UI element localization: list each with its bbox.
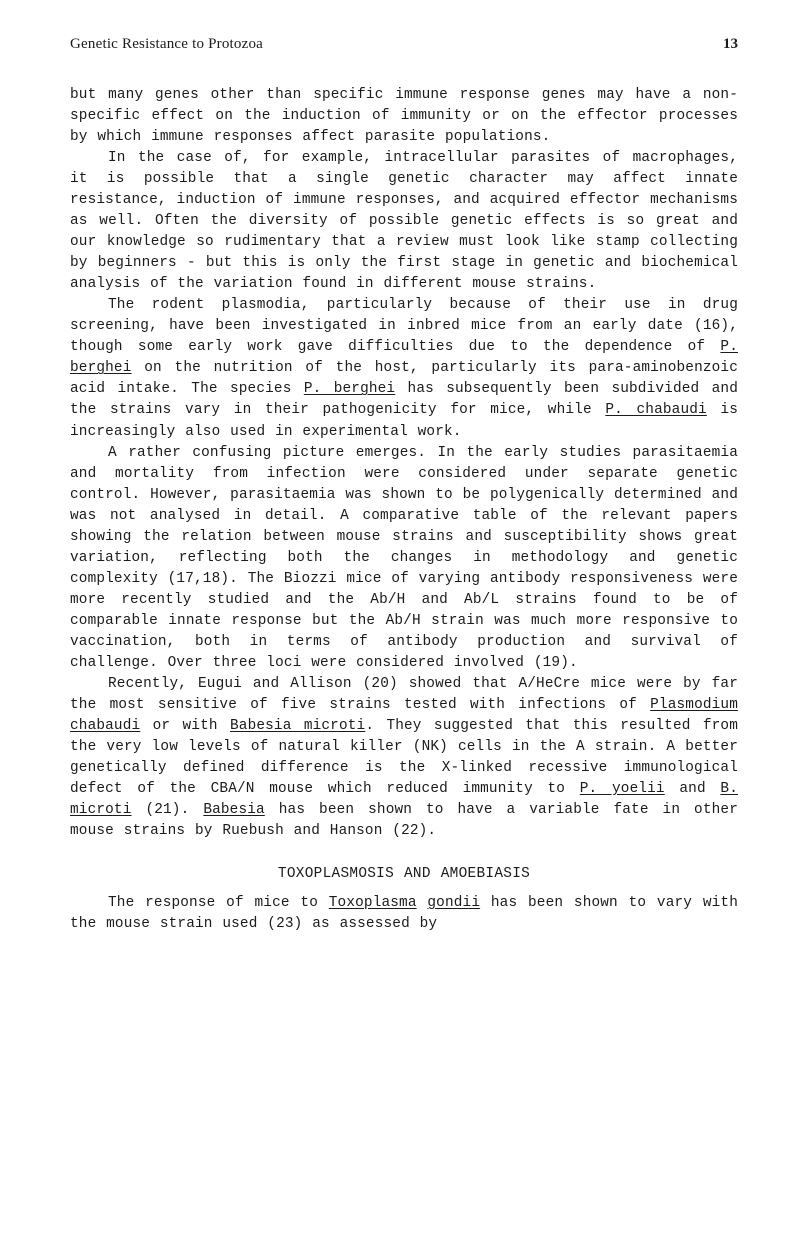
species-p-chabaudi: P. chabaudi: [605, 402, 706, 418]
page-container: Genetic Resistance to Protozoa 13 but ma…: [0, 0, 800, 985]
p5-run-b: or with: [140, 718, 230, 734]
species-p-berghei-2: P. berghei: [304, 381, 395, 397]
paragraph-4: A rather confusing picture emerges. In t…: [70, 443, 738, 674]
species-plasmodium: Plasmodium: [650, 697, 738, 713]
p5-run-a: Recently, Eugui and Allison (20) showed …: [70, 676, 738, 713]
running-head: Genetic Resistance to Protozoa: [70, 36, 263, 53]
paragraph-3: The rodent plasmodia, particularly becau…: [70, 295, 738, 442]
page-header: Genetic Resistance to Protozoa 13: [70, 36, 738, 53]
paragraph-5: Recently, Eugui and Allison (20) showed …: [70, 674, 738, 842]
species-babesia: Babesia: [203, 802, 265, 818]
p6-run-a: The response of mice to: [108, 895, 329, 911]
body-content: but many genes other than specific immun…: [70, 85, 738, 935]
p5-run-d: and: [665, 781, 721, 797]
species-babesia-microti: Babesia microti: [230, 718, 365, 734]
paragraph-2: In the case of, for example, intracellul…: [70, 148, 738, 295]
p3-run-a: The rodent plasmodia, particularly becau…: [70, 297, 738, 355]
p5-run-e: (21).: [132, 802, 204, 818]
species-gondii: gondii: [427, 895, 480, 911]
page-number: 13: [723, 36, 738, 53]
species-chabaudi: chabaudi: [70, 718, 140, 734]
paragraph-6: The response of mice to Toxoplasma gondi…: [70, 893, 738, 935]
paragraph-1: but many genes other than specific immun…: [70, 85, 738, 148]
species-toxoplasma: Toxoplasma: [329, 895, 417, 911]
section-heading: TOXOPLASMOSIS AND AMOEBIASIS: [70, 864, 738, 885]
species-p-yoelii: P. yoelii: [580, 781, 665, 797]
